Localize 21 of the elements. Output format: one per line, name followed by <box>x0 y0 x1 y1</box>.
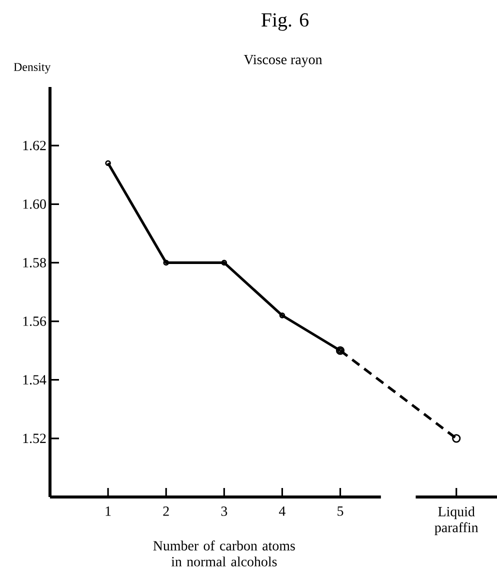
y-tick-label: 1.54 <box>23 375 46 385</box>
x-axis-title: Number of carbon atoms in normal alcohols <box>153 540 295 566</box>
y-tick-label: 1.58 <box>23 258 46 268</box>
point <box>221 260 228 266</box>
x-tick-label: Liquid paraffin <box>434 506 478 536</box>
point <box>279 312 286 318</box>
y-tick-label: 1.52 <box>23 434 46 444</box>
point <box>163 260 170 266</box>
x-tick-label: 3 <box>221 506 228 516</box>
point <box>452 434 461 443</box>
x-tick-label: 4 <box>278 506 286 516</box>
x-tick-label: 2 <box>163 506 169 516</box>
x-tick-label: 1 <box>106 506 111 516</box>
x-tick-label: 5 <box>338 506 344 516</box>
chart-title: Fig. 6 <box>262 13 308 31</box>
y-tick-label: 1.60 <box>23 199 46 209</box>
point <box>105 160 111 166</box>
y-tick-label: 1.62 <box>23 140 46 150</box>
y-tick-label: 1.56 <box>23 316 46 326</box>
y-axis-title: Density <box>14 62 51 74</box>
chart-subtitle: Viscose rayon <box>244 54 322 68</box>
